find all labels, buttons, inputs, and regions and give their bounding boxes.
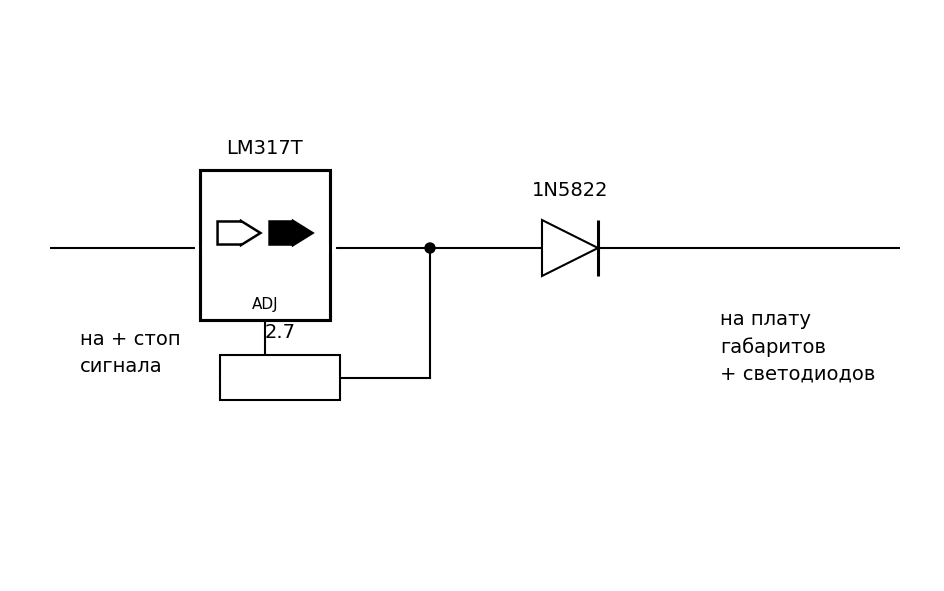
Polygon shape (269, 221, 312, 245)
Bar (220, 355, 340, 400)
Bar (200, 170, 329, 320)
Text: на + стоп
сигнала: на + стоп сигнала (80, 330, 180, 375)
Bar (200, 170, 329, 320)
Circle shape (425, 243, 434, 253)
Text: LM317T: LM317T (227, 139, 303, 158)
Text: 2.7: 2.7 (264, 323, 295, 342)
Polygon shape (217, 221, 261, 245)
Polygon shape (542, 220, 598, 276)
Text: 1N5822: 1N5822 (531, 181, 608, 200)
Text: на плату
габаритов
+ светодиодов: на плату габаритов + светодиодов (719, 310, 874, 383)
Text: ADJ: ADJ (251, 297, 278, 313)
